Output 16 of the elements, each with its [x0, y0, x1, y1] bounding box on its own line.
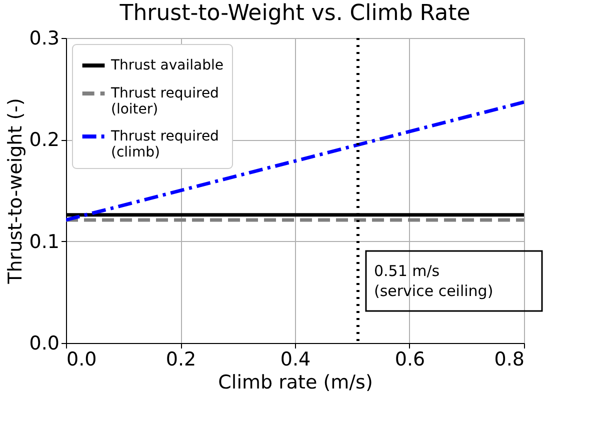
x-tick-label: 0.2: [166, 348, 196, 370]
x-tick-label: 0.8: [494, 348, 524, 370]
x-tick-label: 0.6: [394, 348, 426, 370]
y-tick-label: 0.1: [29, 230, 60, 253]
y-tick-label: 0.0: [29, 332, 60, 354]
x-tick-label: 0.0: [66, 348, 97, 370]
x-axis-title: Climb rate (m/s): [218, 372, 373, 394]
legend-label: Thrust required (climb): [110, 128, 219, 160]
legend-label: Thrust available: [110, 58, 224, 74]
y-axis-title: Thrust-to-weight (-): [4, 98, 26, 285]
y-tick-label: 0.2: [29, 129, 60, 152]
chart-title: Thrust-to-Weight vs. Climb Rate: [118, 1, 470, 26]
legend-label: Thrust required (loiter): [110, 86, 219, 118]
y-tick-label: 0.3: [29, 28, 60, 50]
x-tick-label: 0.4: [280, 348, 311, 370]
ref-line-label: 0.51 m/s (service ceiling): [374, 262, 494, 300]
